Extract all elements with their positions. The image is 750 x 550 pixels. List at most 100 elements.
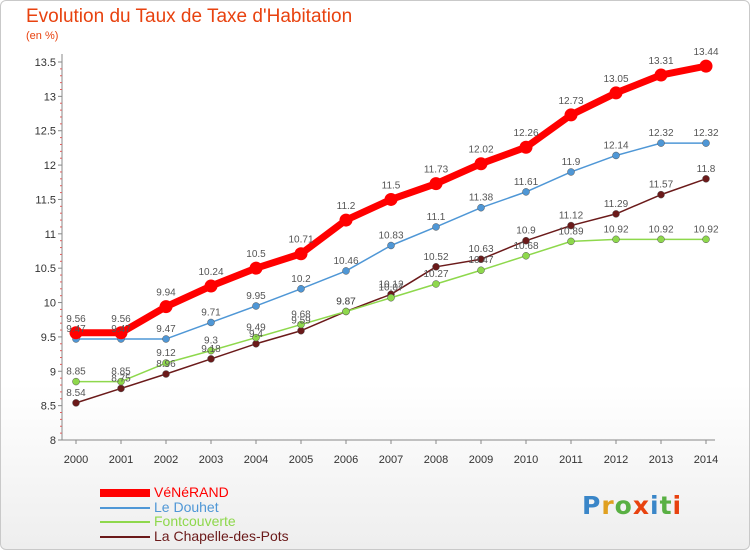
y-tick-label: 8.5 <box>41 401 56 413</box>
data-point <box>567 168 575 176</box>
data-point <box>162 335 170 343</box>
data-point <box>522 236 530 245</box>
data-label: 10.63 <box>468 244 493 255</box>
legend-label: La Chapelle-des-Pots <box>154 527 289 544</box>
data-point <box>522 252 530 260</box>
data-point <box>72 399 80 407</box>
data-label: 10.24 <box>198 267 223 278</box>
data-label: 10.5 <box>246 249 266 260</box>
y-tick-label: 12.5 <box>35 126 56 138</box>
data-label: 12.26 <box>513 128 538 139</box>
data-label: 9.56 <box>66 314 86 325</box>
data-point <box>612 151 620 160</box>
chart-title: Evolution du Taux de Taxe d'Habitation <box>26 6 353 27</box>
data-label: 9.95 <box>246 291 266 302</box>
y-tick-label: 12 <box>44 160 56 172</box>
data-point <box>342 307 350 316</box>
data-label: 10.9 <box>516 226 536 237</box>
data-label: 10.89 <box>558 226 583 237</box>
data-label: 8.75 <box>111 373 131 384</box>
data-point <box>204 279 218 293</box>
data-label: 9.87 <box>336 296 356 307</box>
x-tick-label: 2013 <box>649 454 673 466</box>
data-label: 8.85 <box>111 367 131 378</box>
logo-letter: i <box>672 491 683 520</box>
data-point <box>702 175 710 183</box>
chart-data-labels: 8.54 8.75 8.96 9.18 9.4 9.59 9.87 10.12 10.52 10.… <box>66 47 719 399</box>
logo-letter: t <box>659 491 673 520</box>
data-point <box>702 235 710 244</box>
data-point <box>384 192 398 206</box>
data-label: 12.32 <box>693 128 718 139</box>
data-label: 11.57 <box>649 180 674 191</box>
data-label: 9.68 <box>291 310 311 321</box>
data-label: 10.47 <box>468 255 493 266</box>
data-point <box>564 108 578 122</box>
legend-label: Fontcouverte <box>154 513 236 529</box>
data-label: 9.94 <box>156 288 176 299</box>
y-tick-label: 10.5 <box>35 263 56 275</box>
x-tick-label: 2007 <box>379 454 403 466</box>
data-label: 9.49 <box>246 323 266 334</box>
data-label: 11.12 <box>559 211 584 222</box>
data-label: 9.12 <box>156 348 176 359</box>
data-label: 12.14 <box>603 140 628 151</box>
data-point <box>609 86 623 100</box>
data-point <box>252 333 260 342</box>
data-point <box>72 377 80 386</box>
data-point <box>342 267 350 275</box>
data-point <box>294 247 308 261</box>
x-tick-label: 2009 <box>469 454 493 466</box>
data-label: 10.2 <box>291 274 311 285</box>
x-tick-label: 2000 <box>64 454 88 466</box>
data-point <box>432 280 440 288</box>
y-tick-label: 8 <box>50 435 56 447</box>
data-label: 9.59 <box>291 316 311 327</box>
legend-swatch <box>100 506 150 509</box>
y-tick-label: 13 <box>44 91 56 103</box>
logo-letter: x <box>632 491 650 520</box>
data-point <box>297 320 305 329</box>
data-label: 13.05 <box>603 74 628 85</box>
data-point <box>69 326 83 340</box>
y-tick-label: 9 <box>50 366 56 378</box>
data-label: 10.27 <box>423 269 448 280</box>
logo-letter: r <box>601 491 615 520</box>
data-label: 11.9 <box>562 157 581 168</box>
chart-axes: 8 8.5 9 9.5 10 10.5 11 11.5 12 12.5 13 13.5 2000 2001… <box>35 54 718 466</box>
legend-swatch <box>100 489 150 497</box>
data-label: 10.68 <box>513 241 538 252</box>
data-label: 8.85 <box>66 367 86 378</box>
x-tick-label: 2004 <box>244 454 268 466</box>
data-point <box>612 210 620 218</box>
data-label: 10.92 <box>693 224 718 235</box>
data-point <box>657 139 665 147</box>
data-point <box>477 203 485 212</box>
data-label: 9.56 <box>111 314 131 325</box>
data-label: 9.18 <box>201 344 221 355</box>
data-point <box>474 157 488 171</box>
proxiti-logo: Proxiti <box>582 491 682 520</box>
data-label: 9.47 <box>111 324 131 335</box>
data-point <box>297 285 305 293</box>
data-point <box>387 293 395 302</box>
logo-letter: i <box>650 491 660 520</box>
x-tick-label: 2011 <box>559 454 583 466</box>
logo-letter: P <box>582 491 602 520</box>
data-label: 10.83 <box>378 231 403 242</box>
x-tick-label: 2008 <box>424 454 448 466</box>
data-label: 9.87 <box>336 296 356 307</box>
y-tick-label: 11.5 <box>35 194 56 206</box>
chart-series-points <box>69 59 713 407</box>
data-point <box>207 346 215 355</box>
data-point <box>387 241 395 250</box>
data-label: 13.44 <box>693 47 718 58</box>
legend-swatch <box>100 535 150 538</box>
x-tick-label: 2003 <box>199 454 223 466</box>
data-label: 11.29 <box>604 199 629 210</box>
legend-label: Le Douhet <box>154 498 219 515</box>
data-label: 11.2 <box>337 201 356 212</box>
data-point <box>519 140 533 154</box>
data-label: 10.92 <box>648 224 673 235</box>
data-point <box>432 223 440 231</box>
